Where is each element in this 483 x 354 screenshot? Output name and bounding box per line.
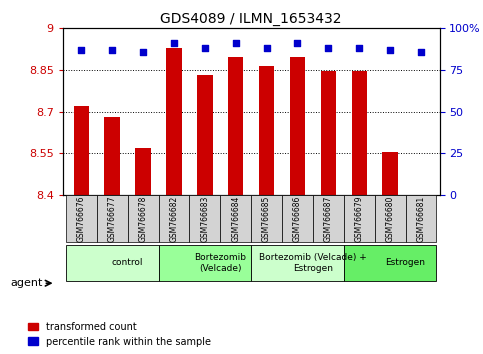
Text: GSM766681: GSM766681 [416,195,426,242]
FancyBboxPatch shape [158,195,189,242]
FancyBboxPatch shape [66,245,158,281]
Text: GSM766686: GSM766686 [293,195,302,242]
Bar [197,75,213,195]
Point [355,45,363,51]
Bar [321,71,336,195]
Bar [166,48,182,195]
Bar [73,106,89,195]
Point [108,47,116,53]
FancyBboxPatch shape [313,195,344,242]
FancyBboxPatch shape [189,195,220,242]
Legend: transformed count, percentile rank within the sample: transformed count, percentile rank withi… [24,318,214,350]
Text: GSM766678: GSM766678 [139,195,148,242]
Text: GSM766683: GSM766683 [200,195,209,242]
Text: Bortezomib (Velcade) +
Estrogen: Bortezomib (Velcade) + Estrogen [259,253,367,273]
Bar [290,57,305,195]
Point [201,45,209,51]
Point [386,47,394,53]
FancyBboxPatch shape [66,195,97,242]
FancyBboxPatch shape [406,195,437,242]
FancyBboxPatch shape [344,195,375,242]
Bar [383,152,398,195]
Text: GSM766677: GSM766677 [108,195,117,242]
FancyBboxPatch shape [251,195,282,242]
Text: Estrogen: Estrogen [385,258,426,267]
Title: GDS4089 / ILMN_1653432: GDS4089 / ILMN_1653432 [160,12,342,26]
FancyBboxPatch shape [344,245,437,281]
Text: GSM766684: GSM766684 [231,195,240,242]
FancyBboxPatch shape [97,195,128,242]
Point [294,40,301,46]
Point [77,47,85,53]
Point [263,45,270,51]
Bar [259,66,274,195]
Point [325,45,332,51]
Text: GSM766680: GSM766680 [385,195,395,242]
Text: agent: agent [11,278,43,288]
Point [170,40,178,46]
Point [232,40,240,46]
Text: GSM766685: GSM766685 [262,195,271,242]
Text: Bortezomib
(Velcade): Bortezomib (Velcade) [194,253,246,273]
Text: GSM766676: GSM766676 [77,195,86,242]
FancyBboxPatch shape [251,245,344,281]
Text: GSM766687: GSM766687 [324,195,333,242]
FancyBboxPatch shape [282,195,313,242]
Point [139,49,147,55]
Bar [352,71,367,195]
Point [417,49,425,55]
Text: GSM766679: GSM766679 [355,195,364,242]
Bar [135,148,151,195]
FancyBboxPatch shape [375,195,406,242]
Text: control: control [112,258,143,267]
FancyBboxPatch shape [128,195,158,242]
FancyBboxPatch shape [220,195,251,242]
Bar [228,57,243,195]
Bar [104,117,120,195]
Text: GSM766682: GSM766682 [170,195,178,242]
FancyBboxPatch shape [158,245,251,281]
